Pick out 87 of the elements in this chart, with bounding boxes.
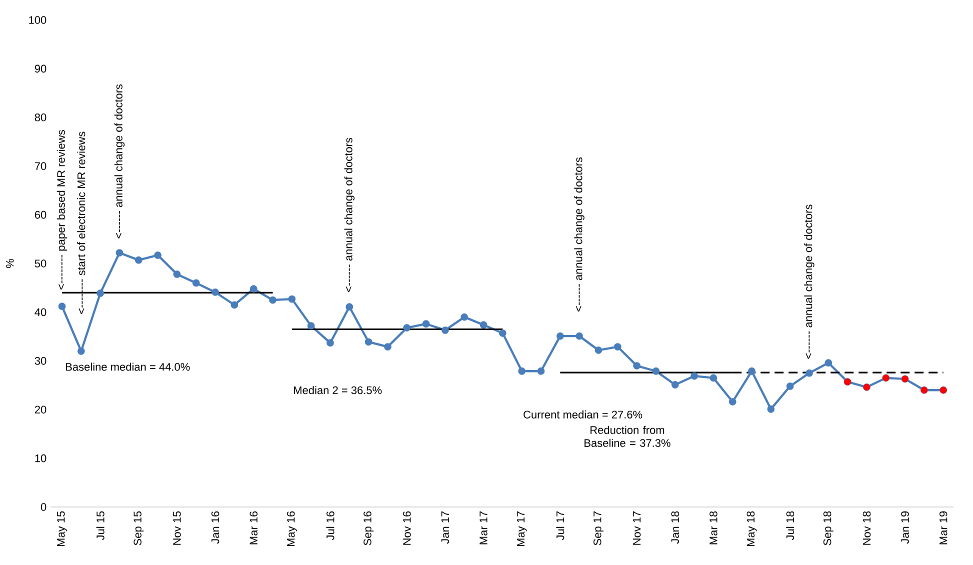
- point: [346, 303, 354, 311]
- point: [230, 301, 238, 309]
- point: [250, 285, 258, 293]
- point: [671, 381, 679, 388]
- point: [518, 367, 526, 375]
- y-tick-label: 50: [34, 260, 46, 268]
- x-tick-label: May 15: [57, 511, 67, 546]
- x-tick-label: Jul 17: [556, 511, 564, 540]
- annotation: Reduction from Baseline = 37.3%: [584, 426, 670, 447]
- point: [364, 338, 372, 346]
- x-tick-label: Sep 18: [823, 511, 834, 546]
- x-tick-label: Mar 16: [250, 511, 258, 544]
- point: [652, 367, 660, 375]
- annotation: Median 2 = 36.5%: [294, 386, 382, 394]
- point: [154, 252, 162, 259]
- point: [556, 332, 564, 340]
- point: [77, 347, 85, 355]
- x-tick-label: Nov 15: [173, 511, 181, 545]
- x-tick-label: May 16: [286, 511, 297, 546]
- point: [422, 320, 430, 328]
- x-tick-label: Jan 19: [901, 511, 909, 544]
- point: [614, 343, 622, 350]
- x-tick-label: Jul 18: [786, 511, 794, 540]
- annotation: <------ annual change of doctors: [114, 84, 125, 238]
- y-tick-label: 20: [34, 406, 46, 414]
- y-tick-label: 60: [34, 210, 46, 219]
- point: [498, 329, 506, 337]
- point: [192, 279, 200, 287]
- x-tick-label: Sep 15: [134, 511, 144, 546]
- point: [576, 332, 584, 340]
- x-tick-label: Jan 16: [211, 511, 220, 544]
- x-tick-label: Nov 16: [403, 511, 411, 545]
- point: [442, 326, 449, 334]
- annotation: <------ annual change of doctors: [344, 138, 355, 292]
- x-tick-label: Nov 18: [862, 511, 871, 545]
- point: [728, 398, 736, 406]
- point: [633, 362, 641, 370]
- point: [690, 372, 698, 380]
- point: [403, 324, 411, 332]
- annotation: <-------- start of electronic MR reviews: [77, 132, 86, 314]
- y-tick-label: 80: [34, 114, 46, 122]
- x-tick-label: Mar 19: [939, 511, 948, 544]
- point: [824, 359, 832, 367]
- x-tick-label: Sep 17: [594, 511, 604, 546]
- annotation: <------ annual change of doctors: [804, 204, 814, 359]
- x-tick-label: May 17: [516, 511, 527, 546]
- point: [134, 256, 142, 264]
- x-tick-label: Jul 15: [96, 511, 104, 540]
- point: [307, 322, 315, 330]
- x-tick-label: Jan 18: [671, 511, 680, 544]
- annotation: <------ annual change of doctors: [574, 157, 584, 312]
- point: [594, 346, 602, 354]
- point: [116, 249, 124, 256]
- annotation: Current median = 27.6%: [524, 410, 642, 419]
- point: [173, 270, 181, 278]
- point: [96, 290, 104, 297]
- point: [537, 367, 545, 375]
- y-tick-label: 70: [34, 162, 46, 170]
- point: [480, 321, 488, 329]
- point: [767, 405, 775, 413]
- point: [748, 367, 756, 375]
- x-tick-label: Sep 16: [364, 511, 374, 546]
- x-tick-label: Mar 18: [710, 511, 718, 544]
- y-tick-label: 10: [35, 454, 46, 462]
- y-tick-label: 30: [34, 357, 46, 365]
- annotation: Baseline median = 44.0%: [66, 362, 190, 371]
- y-tick-label: 0: [40, 503, 46, 511]
- annotation: <-------- paper based MR reviews: [56, 130, 68, 290]
- point: [288, 295, 296, 303]
- point: [384, 343, 392, 350]
- x-tick-label: Jul 16: [326, 511, 334, 540]
- y-tick-label: 40: [34, 308, 46, 316]
- x-tick-label: Nov 17: [632, 511, 641, 545]
- point: [786, 382, 794, 390]
- point: [212, 288, 219, 296]
- y-axis-title: %: [6, 259, 14, 268]
- point: [58, 302, 66, 310]
- x-tick-label: Jan 17: [441, 511, 450, 544]
- point: [710, 374, 718, 382]
- x-tick-label: Mar 17: [480, 511, 488, 544]
- x-tick-label: May 18: [746, 511, 757, 546]
- point: [806, 369, 813, 377]
- y-tick-label: 90: [34, 64, 46, 73]
- point: [460, 313, 468, 321]
- point: [326, 339, 334, 347]
- y-tick-label: 100: [29, 16, 46, 24]
- point: [269, 296, 276, 304]
